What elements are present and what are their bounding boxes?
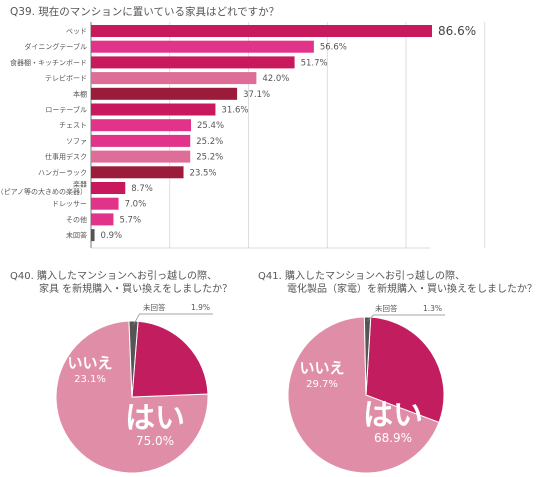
slice-no-label: いいえ [299, 359, 344, 377]
q41-title-line2: 電化製品（家電）を新規購入・買い換えをしましたか？ [287, 284, 536, 295]
category-label: ハンガーラック [38, 168, 87, 177]
slice-no-value: 23.1% [74, 374, 106, 385]
category-label: 楽器 [73, 180, 87, 189]
bar [91, 25, 432, 37]
value-label: 5.7% [119, 215, 141, 225]
bar [91, 213, 114, 226]
bar [91, 72, 257, 85]
value-label: 56.6% [320, 43, 347, 53]
bar [91, 119, 192, 132]
slice-unanswered-label: 未回答 [375, 303, 398, 313]
slice-unanswered-label: 未回答 [143, 302, 166, 312]
q39-bar-chart: ベッド 86.6% ダイニングテーブル 56.6% 食器棚・キッチンボード 51.7% テレ… [0, 22, 486, 249]
category-label: ベッド [66, 28, 87, 36]
category-label: ソファ [66, 137, 87, 145]
slice-unanswered-value: 1.3% [423, 304, 442, 313]
bar [91, 197, 119, 210]
slice-yes-value: 68.9% [374, 431, 412, 445]
slice-no-value: 29.7% [306, 379, 338, 390]
value-label: 23.5% [190, 168, 217, 178]
q40-title: Q40. 購入したマンションへお引っ越しの際、 家具 を新規購入・買い換えをしま… [10, 270, 232, 296]
value-label: 0.9% [101, 231, 123, 241]
bar [91, 40, 314, 53]
value-label: 8.7% [131, 184, 153, 194]
slice-yes-label: はい [363, 398, 423, 433]
category-label: 食器棚・キッチンボード [10, 58, 87, 67]
value-label: 51.7% [301, 58, 328, 68]
value-label: 37.1% [243, 90, 270, 100]
bar [91, 229, 95, 242]
bar [91, 103, 216, 116]
slice-no-label: いいえ [67, 354, 112, 372]
slice-unanswered-value: 1.9% [191, 303, 210, 312]
slice-yes-label: はい [125, 401, 185, 436]
value-label: 42.0% [262, 74, 289, 84]
slice-no [365, 316, 445, 423]
bar [91, 134, 191, 147]
q41-title-line1: Q41. 購入したマンションへお引っ越しの際、 [258, 271, 465, 282]
slice-yes [287, 316, 440, 474]
bar [91, 166, 184, 179]
category-label: テレビボード [45, 74, 87, 83]
slice-no [131, 320, 209, 398]
category-label-note: （ピアノ等の大きめの楽器） [0, 187, 87, 196]
bar [91, 56, 295, 69]
slice-unanswered [363, 316, 372, 396]
category-label: チェスト [59, 122, 87, 130]
bar [91, 150, 191, 163]
value-label: 25.2% [196, 137, 223, 147]
value-label: 25.4% [197, 121, 224, 131]
category-label: 未回答 [66, 231, 87, 240]
category-label: 本棚 [73, 89, 87, 98]
category-label: その他 [66, 215, 87, 224]
value-label: 7.0% [125, 200, 147, 210]
q40-title-line2: 家具 を新規購入・買い換えをしましたか？ [39, 284, 233, 295]
category-label: ドレッサー [52, 200, 87, 208]
value-label: 31.6% [221, 106, 248, 116]
category-label: ローテーブル [45, 105, 87, 114]
slice-unanswered [128, 320, 139, 398]
q39-title: Q39. 現在のマンションに置いている家具はどれですか？ [10, 6, 280, 18]
leader-line [367, 314, 445, 322]
q40-title-line1: Q40. 購入したマンションへお引っ越しの際、 [10, 271, 217, 282]
value-label: 25.2% [196, 153, 223, 163]
bar [91, 182, 126, 194]
category-label: ダイニングテーブル [24, 42, 87, 51]
leader-line [133, 313, 213, 326]
category-label: 仕事用デスク [45, 152, 87, 161]
q41-title: Q41. 購入したマンションへお引っ越しの際、 電化製品（家電）を新規購入・買い… [258, 270, 536, 296]
slice-yes-value: 75.0% [136, 434, 174, 448]
value-label: 86.6% [438, 24, 476, 38]
bar [91, 87, 238, 100]
